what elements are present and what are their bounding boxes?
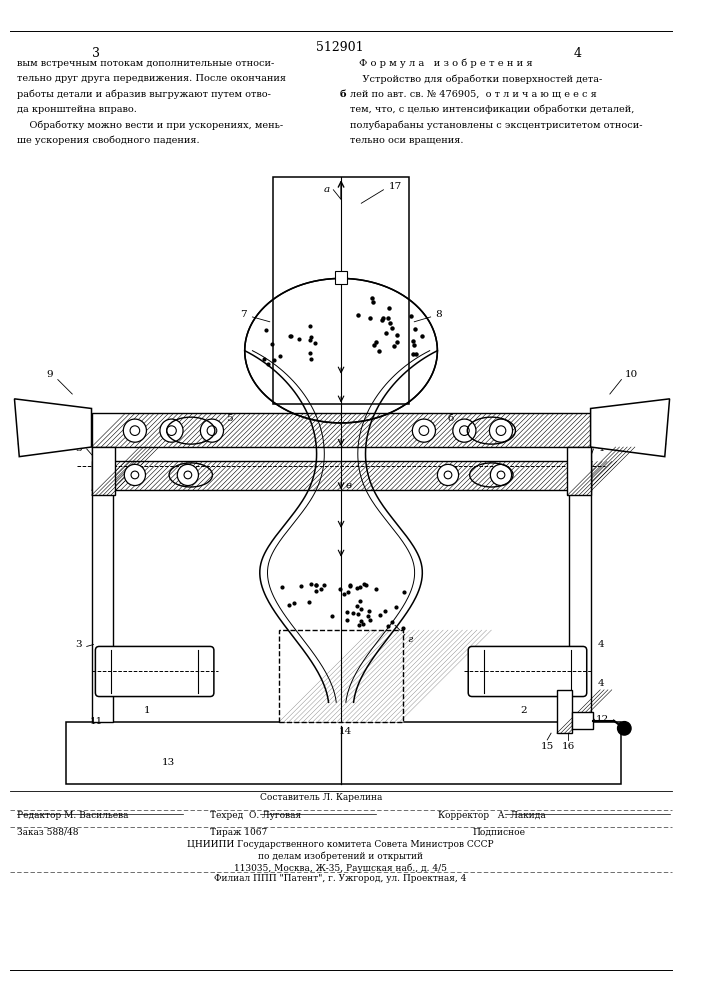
Text: Редактор М. Васильева: Редактор М. Васильева [18, 811, 129, 820]
Text: 8: 8 [435, 310, 442, 319]
FancyBboxPatch shape [95, 646, 214, 697]
Text: 4: 4 [598, 679, 604, 688]
Text: 113035, Москва, Ж-35, Раушская наб., д. 4/5: 113035, Москва, Ж-35, Раушская наб., д. … [233, 863, 447, 873]
Circle shape [438, 464, 459, 486]
Polygon shape [590, 399, 670, 457]
Circle shape [491, 464, 512, 486]
Bar [91, 442, 112, 722]
Text: Обработку можно вести и при ускорениях, мень-: Обработку можно вести и при ускорениях, … [18, 120, 284, 130]
Circle shape [177, 464, 199, 486]
Text: 3: 3 [76, 444, 82, 453]
Circle shape [131, 471, 139, 479]
Circle shape [412, 419, 436, 442]
Circle shape [496, 426, 506, 435]
Polygon shape [14, 399, 91, 457]
Circle shape [123, 419, 146, 442]
Circle shape [452, 419, 476, 442]
Text: 9: 9 [47, 370, 54, 379]
Text: 2: 2 [520, 706, 527, 715]
Circle shape [160, 419, 183, 442]
Text: по делам изобретений и открытий: по делам изобретений и открытий [257, 852, 423, 861]
Text: Тираж 1067: Тираж 1067 [210, 828, 267, 837]
Text: 4: 4 [598, 640, 604, 649]
Circle shape [167, 426, 176, 435]
Bar [572, 712, 593, 729]
Text: 3: 3 [93, 47, 100, 60]
Text: 10: 10 [624, 370, 638, 379]
Text: 11: 11 [90, 717, 103, 726]
Bar [91, 447, 115, 495]
Text: 512901: 512901 [316, 41, 364, 54]
Text: Ф о р м у л а   и з о б р е т е н и я: Ф о р м у л а и з о б р е т е н и я [359, 59, 533, 68]
Text: Филиал ППП "Патент", г. Ужгород, ул. Проектная, 4: Филиал ППП "Патент", г. Ужгород, ул. Про… [214, 874, 467, 883]
Text: Подписное: Подписное [472, 828, 525, 837]
Bar [91, 461, 590, 490]
Text: 14: 14 [338, 727, 351, 736]
Circle shape [460, 426, 469, 435]
Circle shape [497, 471, 505, 479]
Text: б: б [448, 414, 454, 423]
Text: Корректор   А. Лакида: Корректор А. Лакида [438, 811, 546, 820]
Text: тельно оси вращения.: тельно оси вращения. [350, 136, 463, 145]
Text: а: а [324, 185, 329, 194]
FancyBboxPatch shape [468, 646, 587, 697]
Text: вым встречным потокам дополнительные относи-: вым встречным потокам дополнительные отн… [18, 59, 274, 68]
Text: 13: 13 [162, 758, 175, 767]
Text: 16: 16 [562, 742, 575, 751]
Bar [568, 447, 590, 495]
Text: в: в [346, 481, 352, 490]
Circle shape [184, 471, 192, 479]
Bar [569, 442, 590, 722]
Text: ЦНИИПИ Государственного комитета Совета Министров СССР: ЦНИИПИ Государственного комитета Совета … [187, 840, 493, 849]
Text: Заказ 588/48: Заказ 588/48 [18, 828, 79, 837]
Text: да кронштейна вправо.: да кронштейна вправо. [18, 105, 137, 114]
Bar [66, 722, 621, 784]
Text: 12: 12 [595, 715, 609, 724]
Bar [91, 413, 590, 447]
Text: 4: 4 [574, 47, 582, 60]
Circle shape [617, 722, 631, 735]
Circle shape [489, 419, 513, 442]
Text: ше ускорения свободного падения.: ше ускорения свободного падения. [18, 136, 200, 145]
Text: 15: 15 [541, 742, 554, 751]
Bar [335, 271, 347, 284]
Text: 5: 5 [226, 414, 233, 423]
Text: тем, что, с целью интенсификации обработки деталей,: тем, что, с целью интенсификации обработ… [350, 105, 634, 114]
Text: Техред  О. Луговая: Техред О. Луговая [210, 811, 301, 820]
Text: полубарабаны установлены с эксцентриситетом относи-: полубарабаны установлены с эксцентрисите… [350, 120, 642, 130]
Text: работы детали и абразив выгружают путем отво-: работы детали и абразив выгружают путем … [18, 90, 271, 99]
Circle shape [207, 426, 217, 435]
Bar [557, 690, 572, 733]
Text: Составитель Л. Карелина: Составитель Л. Карелина [260, 793, 382, 802]
Text: лей по авт. св. № 476905,  о т л и ч а ю щ е е с я: лей по авт. св. № 476905, о т л и ч а ю … [350, 90, 597, 99]
Text: Устройство для обработки поверхностей дета-: Устройство для обработки поверхностей де… [350, 74, 602, 84]
Text: 1: 1 [144, 706, 151, 715]
Text: г: г [407, 635, 412, 644]
Text: 7: 7 [240, 310, 247, 319]
Bar [279, 630, 403, 722]
Circle shape [419, 426, 428, 435]
Text: тельно друг друга передвижения. После окончания: тельно друг друга передвижения. После ок… [18, 74, 286, 83]
Circle shape [124, 464, 146, 486]
Text: б: б [339, 90, 346, 99]
Text: 17: 17 [388, 182, 402, 191]
Text: 4: 4 [598, 444, 604, 453]
Circle shape [130, 426, 140, 435]
Text: 3: 3 [76, 640, 82, 649]
Circle shape [200, 419, 223, 442]
Bar [273, 177, 409, 404]
Circle shape [444, 471, 452, 479]
